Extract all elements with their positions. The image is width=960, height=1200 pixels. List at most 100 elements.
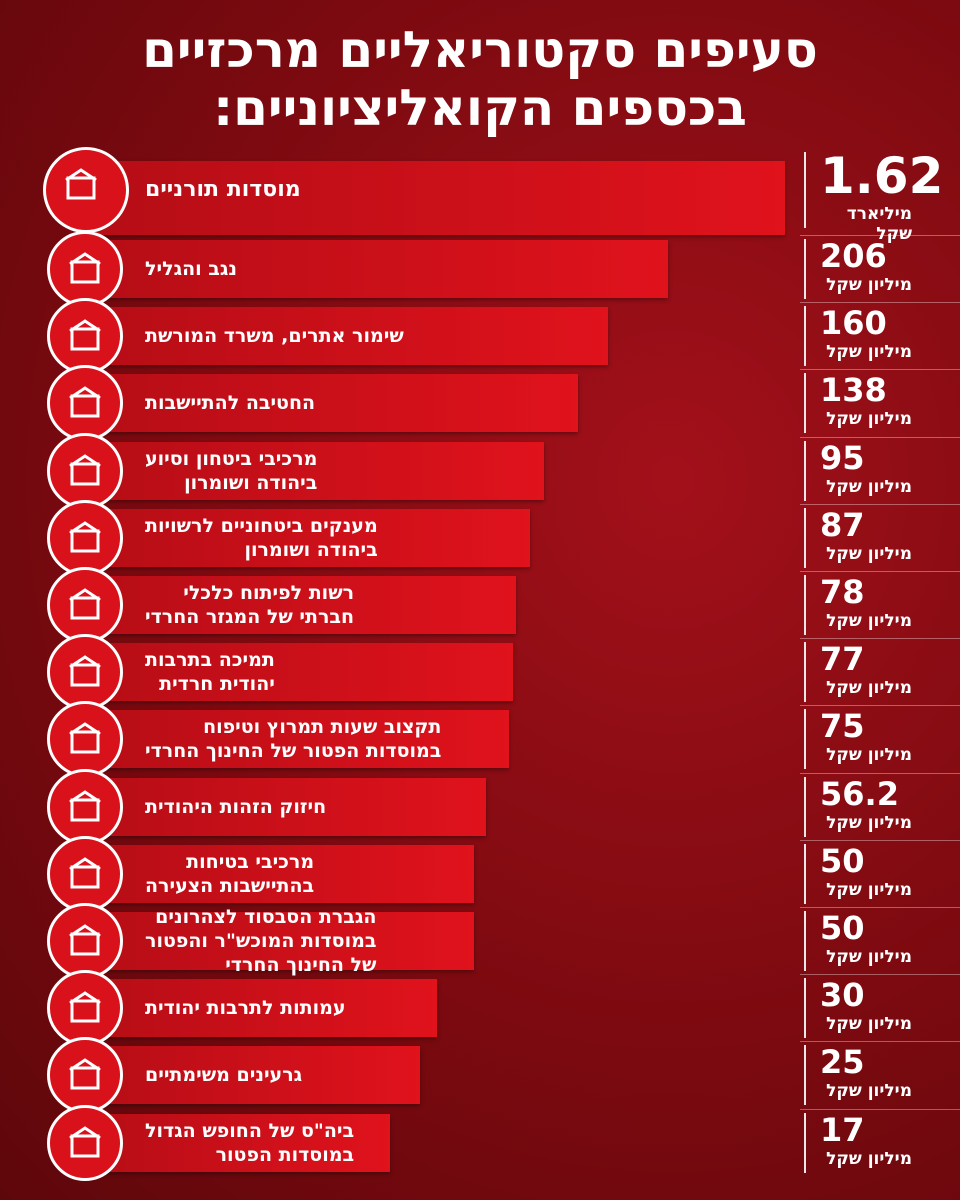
separator [804,978,806,1039]
icon-glyph [69,588,101,620]
item-label: חיזוק הזהות היהודית [145,795,326,819]
bar [85,643,513,702]
label-line: חיזוק הזהות היהודית [145,795,327,818]
unit: מיליון שקל [826,476,912,497]
row-divider [800,571,960,572]
label-line: ביה"ס של החופש הגדול [145,1119,355,1142]
item-label: רשות לפיתוח כלכלי חברתי של המגזר החרדי [145,581,354,629]
label-line: החטיבה להתיישבות [145,392,316,415]
bar [85,161,785,235]
bar [85,1113,390,1172]
row-divider [800,772,960,774]
separator [804,709,806,770]
label-line: במוסדות הפטור של החינוך החרדי [145,740,442,763]
label-line: תקצוב שעות תמרוץ וטיפוח [203,716,442,739]
separator [804,152,806,228]
bar [85,912,474,970]
label-line: חברתי של המגזר החרדי [145,606,355,628]
unit: מיליון שקל [826,409,912,430]
unit: מיליון שקל [826,879,912,900]
icon-glyph [69,924,101,956]
icon-glyph [69,722,101,754]
label-line: רשות לפיתוח כלכלי [183,582,355,604]
icon [47,768,123,845]
unit: מיליון שקל [826,1081,912,1102]
unit: מיליון שקל [826,812,912,833]
icon-glyph [69,520,101,553]
amount: 160 [820,304,887,343]
row-divider [800,839,960,841]
item-label: תקצוב שעות תמרוץ וטיפוח במוסדות הפטור של … [145,715,441,763]
separator [804,440,806,501]
bar [85,508,530,567]
label-line: מרכיבי ביטחון וסיוע [145,447,318,470]
separator [804,776,806,837]
row-divider [800,235,960,236]
unit: מיליון שקל [826,611,912,631]
amount: 25 [820,1043,865,1082]
amount: 1.62 [820,147,944,205]
icon-glyph [69,856,101,889]
amount: 56.2 [820,774,899,813]
separator [804,911,806,971]
item-label: מענקים ביטחוניים לרשויות ביהודה ושומרון [145,514,378,562]
separator [804,1112,806,1173]
unit: מיליון שקל [826,342,912,363]
separator [804,843,806,904]
separator [804,575,806,635]
icon-glyph [69,252,101,284]
item-label: עמותות לתרבות יהודית [145,996,346,1020]
bar [85,576,516,634]
amount: 50 [820,909,865,947]
row-divider [800,503,960,505]
item-label: הגברת הסבסוד לצהרונים במוסדות המוכש"ר והפ… [145,905,376,977]
label-line: תמיכה בתרבות [145,649,275,672]
icon-glyph [69,453,101,486]
icon [47,499,123,576]
label-line: ביהודה ושומרון [184,471,318,494]
item-label: גרעינים משימתיים [145,1063,302,1087]
bar [85,777,486,836]
title-line: סעיפים סקטוריאליים מרכזיים [142,21,818,79]
amount: 75 [820,707,865,746]
amount: 78 [820,573,865,611]
row-divider [800,907,960,908]
icon [47,298,123,375]
icon [47,1037,123,1114]
row-divider [800,638,960,640]
row-divider [800,302,960,304]
amount: 17 [820,1110,865,1149]
icon-glyph [65,168,97,200]
separator [804,306,806,367]
unit: מיליון שקל [826,1148,912,1169]
icon [47,634,123,711]
icon [47,365,123,442]
bar [85,240,668,298]
amount: 138 [820,371,887,410]
icon [47,701,123,778]
row-divider [800,1041,960,1043]
label-line: מרכיבי בטיחות [186,850,315,873]
icon-glyph [69,386,101,418]
amount: 50 [820,841,865,880]
bar [85,844,474,903]
unit: מיליארד שקל [846,204,912,244]
unit: מיליון שקל [826,745,912,766]
unit: מיליון שקל [826,543,912,564]
separator [804,373,806,434]
icon [47,432,123,509]
item-label: שימור אתרים, משרד המורשת [145,324,404,348]
amount: 30 [820,976,865,1015]
bar [85,710,509,769]
icon [47,835,123,912]
label-line: גרעינים משימתיים [145,1064,303,1087]
icon-glyph [69,991,101,1023]
bar [85,441,544,500]
separator [804,507,806,568]
amount: 77 [820,640,865,679]
label-line: נגב והגליל [145,258,237,280]
row-divider [800,436,960,438]
item-label: נגב והגליל [145,257,237,281]
icon [47,903,123,979]
unit: מיליון שקל [826,275,912,295]
